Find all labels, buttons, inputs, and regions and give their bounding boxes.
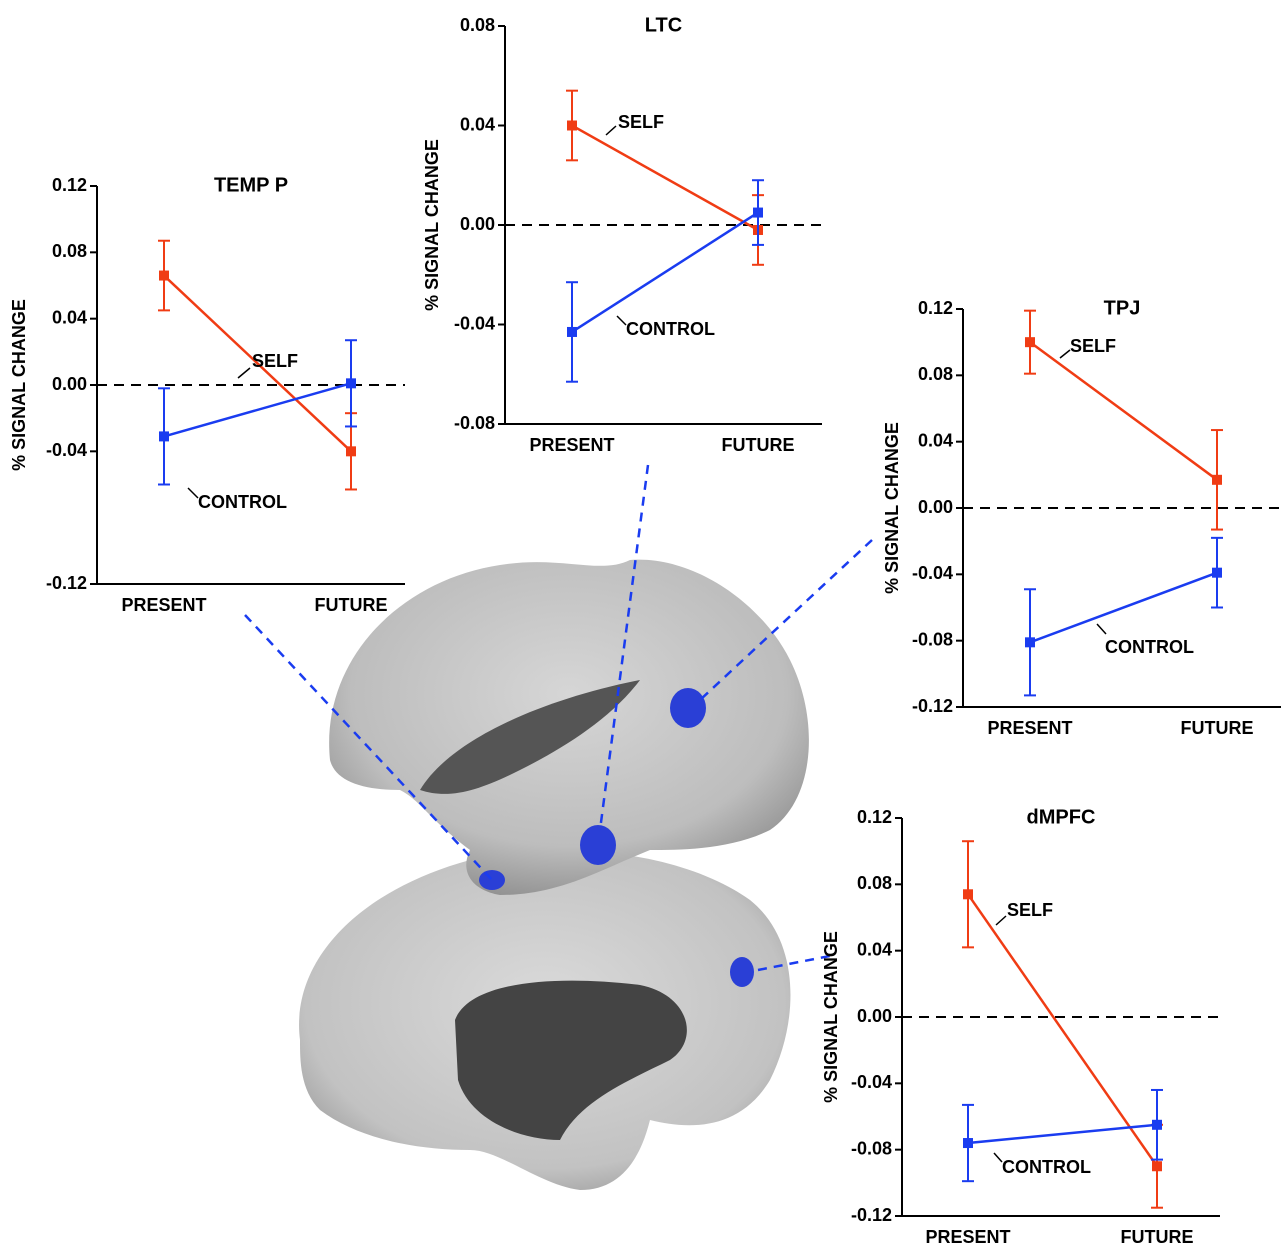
- y-tick-label: 0.08: [52, 241, 87, 261]
- roi-dmpfc: [730, 957, 754, 987]
- series-label: CONTROL: [1002, 1157, 1091, 1177]
- x-tick-label: FUTURE: [315, 595, 388, 615]
- y-tick-label: -0.12: [46, 573, 87, 593]
- series-label: SELF: [1070, 336, 1116, 356]
- y-tick-label: 0.00: [918, 497, 953, 517]
- chart: LTC % SIGNAL CHANGE 0.08 0.04 0.00 -0.04 -0.08…: [422, 14, 822, 454]
- label-leader: [1060, 350, 1070, 358]
- y-tick-label: -0.04: [454, 313, 495, 333]
- label-leader: [994, 1153, 1002, 1162]
- marker: [963, 889, 973, 899]
- series-label: CONTROL: [1105, 637, 1194, 657]
- series-label: SELF: [1007, 900, 1053, 920]
- label-leader: [617, 316, 626, 325]
- chart: TEMP P % SIGNAL CHANGE 0.12 0.08 0.04 0.00 -0.…: [9, 174, 405, 614]
- chart: dMPFC % SIGNAL CHANGE 0.12 0.08 0.04 0.00 -0.0…: [821, 806, 1220, 1245]
- y-tick-label: 0.12: [857, 807, 892, 827]
- marker: [1152, 1161, 1162, 1171]
- marker: [1212, 568, 1222, 578]
- marker: [159, 271, 169, 281]
- marker: [567, 121, 577, 131]
- y-tick-label: -0.08: [454, 413, 495, 433]
- series-line: [968, 894, 1157, 1166]
- y-tick-label: 0.08: [857, 873, 892, 893]
- x-tick-label: FUTURE: [1181, 718, 1254, 738]
- marker: [1025, 337, 1035, 347]
- label-leader: [188, 488, 198, 498]
- chart-title: TEMP P: [214, 174, 288, 196]
- marker: [346, 378, 356, 388]
- y-tick-label: 0.08: [918, 364, 953, 384]
- y-axis-label: % SIGNAL CHANGE: [882, 422, 902, 594]
- series-line: [572, 126, 758, 230]
- marker: [567, 327, 577, 337]
- roi-ltc: [580, 825, 616, 865]
- marker: [963, 1138, 973, 1148]
- marker: [1025, 637, 1035, 647]
- label-leader: [606, 126, 616, 135]
- marker: [753, 208, 763, 218]
- label-leader: [996, 916, 1006, 925]
- y-tick-label: 0.12: [918, 298, 953, 318]
- y-tick-label: 0.00: [460, 214, 495, 234]
- marker: [346, 446, 356, 456]
- y-axis-label: % SIGNAL CHANGE: [821, 931, 841, 1103]
- chart-title: dMPFC: [1027, 806, 1096, 828]
- x-tick-label: PRESENT: [925, 1227, 1010, 1245]
- series-line: [1030, 573, 1217, 643]
- label-leader: [238, 368, 250, 378]
- label-leader: [1097, 624, 1106, 634]
- series-label: SELF: [252, 351, 298, 371]
- series-label: CONTROL: [198, 492, 287, 512]
- x-tick-label: FUTURE: [722, 435, 795, 455]
- y-tick-label: 0.04: [52, 307, 87, 327]
- series-line: [968, 1125, 1157, 1143]
- y-tick-label: 0.08: [460, 15, 495, 35]
- x-tick-label: FUTURE: [1121, 1227, 1194, 1245]
- chart-title: LTC: [645, 14, 682, 36]
- roi-tpj: [670, 688, 706, 728]
- series-line: [572, 213, 758, 332]
- figure: TEMP P % SIGNAL CHANGE 0.12 0.08 0.04 0.00 -0.…: [0, 0, 1281, 1245]
- roi-temp-p: [479, 870, 505, 890]
- marker: [1212, 475, 1222, 485]
- y-axis-label: % SIGNAL CHANGE: [9, 299, 29, 471]
- y-tick-label: -0.04: [912, 563, 953, 583]
- chart: TPJ % SIGNAL CHANGE 0.12 0.08 0.04 0.00 -0.04 -…: [882, 297, 1281, 737]
- series-line: [1030, 342, 1217, 480]
- y-tick-label: -0.08: [851, 1138, 892, 1158]
- y-tick-label: 0.04: [918, 430, 953, 450]
- series-label: SELF: [618, 112, 664, 132]
- brain-illustration: [245, 465, 872, 1190]
- x-tick-label: PRESENT: [987, 718, 1072, 738]
- y-tick-label: -0.12: [912, 696, 953, 716]
- y-tick-label: 0.12: [52, 175, 87, 195]
- x-tick-label: PRESENT: [529, 435, 614, 455]
- y-tick-label: 0.00: [857, 1006, 892, 1026]
- y-tick-label: -0.04: [851, 1072, 892, 1092]
- marker: [1152, 1120, 1162, 1130]
- y-tick-label: -0.12: [851, 1205, 892, 1225]
- series-label: CONTROL: [626, 319, 715, 339]
- y-tick-label: -0.04: [46, 440, 87, 460]
- series-line: [164, 383, 351, 436]
- y-tick-label: 0.00: [52, 374, 87, 394]
- x-tick-label: PRESENT: [121, 595, 206, 615]
- marker: [159, 431, 169, 441]
- y-tick-label: -0.08: [912, 629, 953, 649]
- chart-title: TPJ: [1104, 297, 1141, 319]
- y-tick-label: 0.04: [460, 114, 495, 134]
- y-axis-label: % SIGNAL CHANGE: [422, 139, 442, 311]
- y-tick-label: 0.04: [857, 939, 892, 959]
